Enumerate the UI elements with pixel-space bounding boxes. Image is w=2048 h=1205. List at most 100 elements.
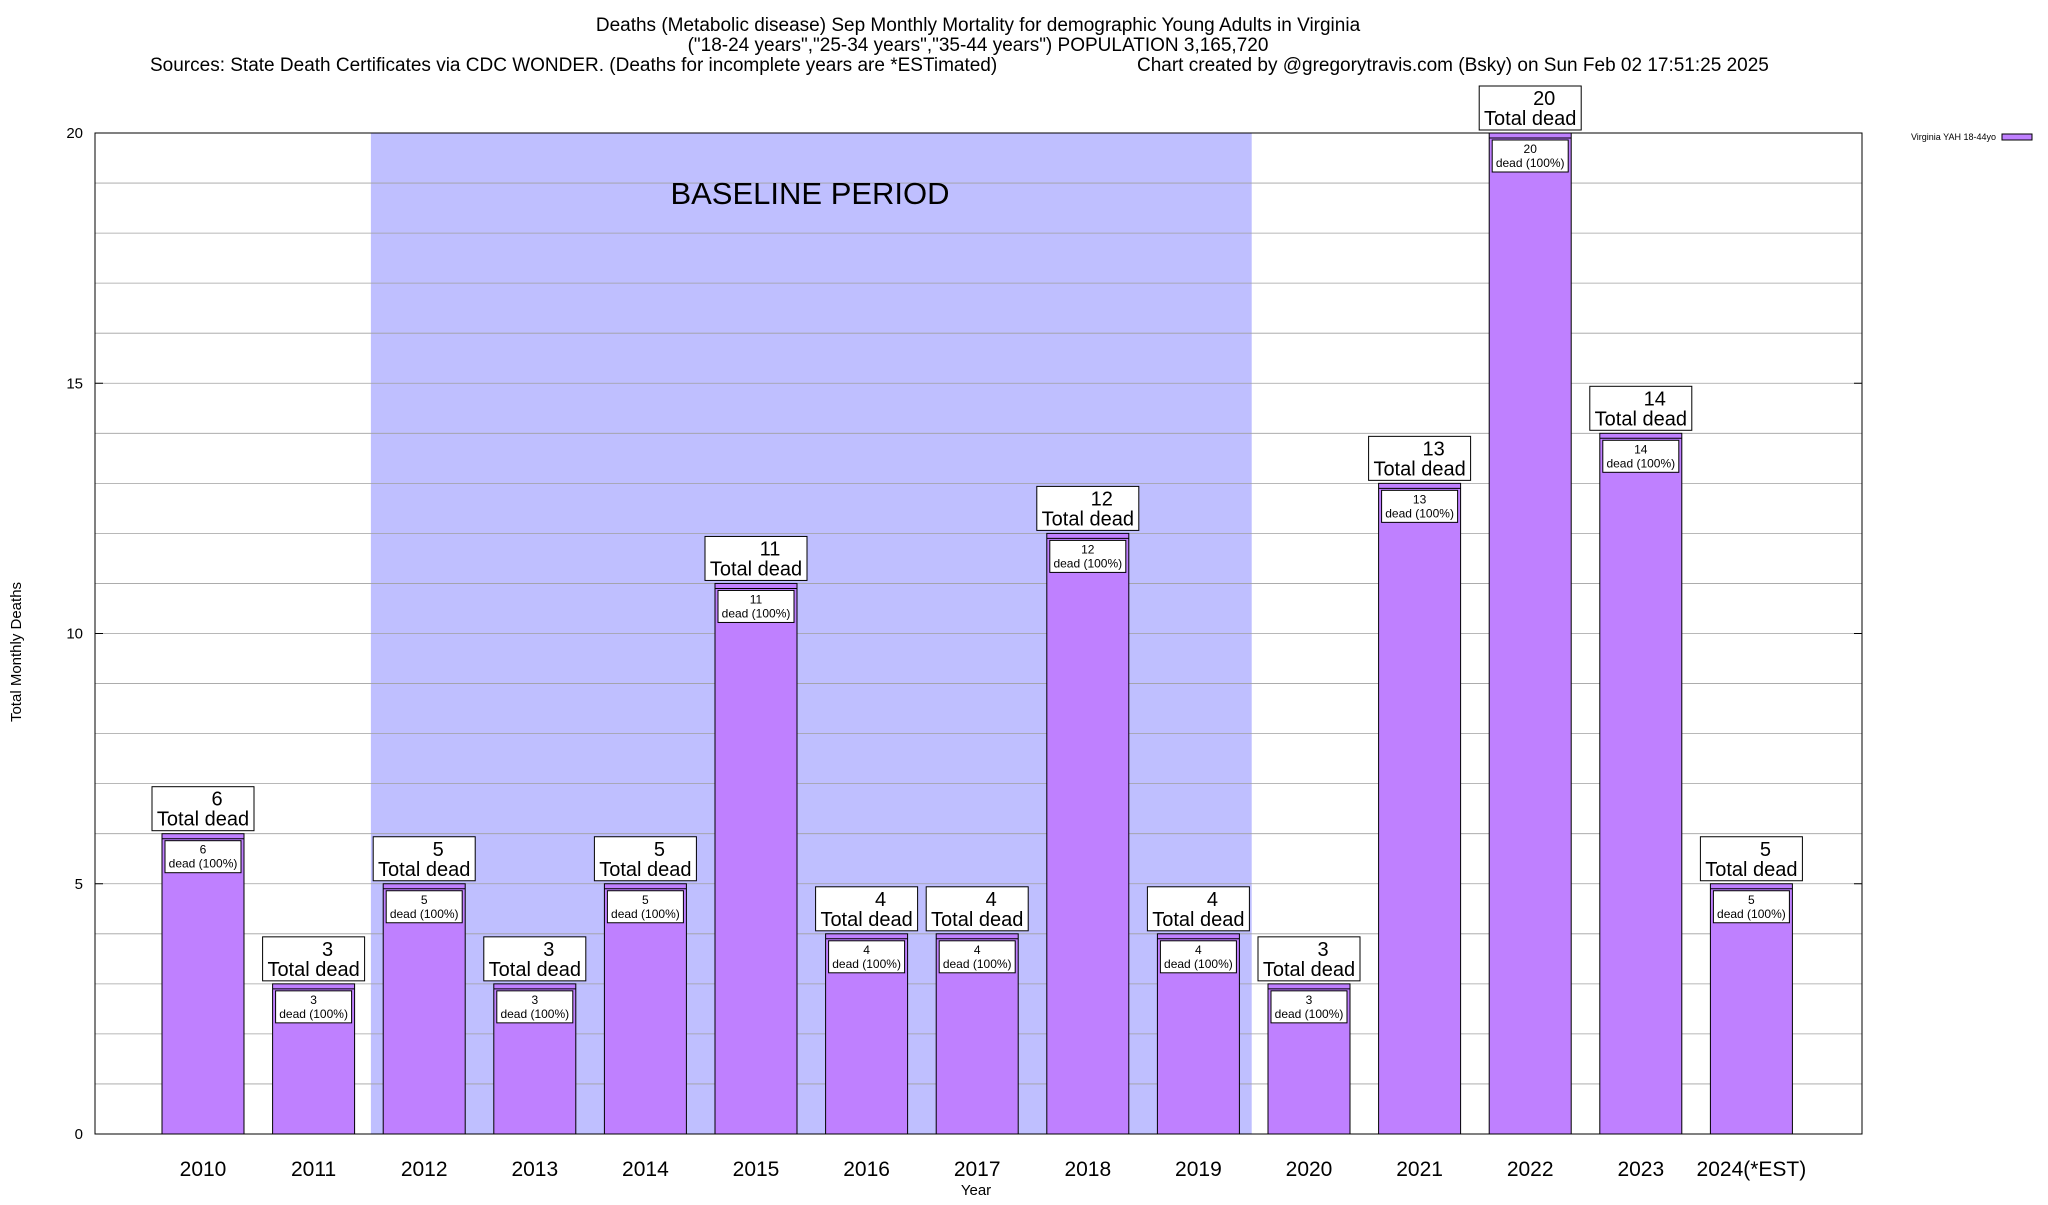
total-value-label: 3 (322, 939, 333, 961)
inner-dead-label: dead (100%) (611, 907, 680, 921)
inner-value-label: 20 (1524, 142, 1538, 156)
total-dead-label: Total dead (267, 959, 359, 981)
total-label-box (372, 836, 476, 882)
total-label-box (1368, 435, 1472, 481)
total-label-box (151, 786, 255, 832)
inner-dead-label: dead (100%) (1606, 456, 1675, 470)
y-tick-label: 5 (75, 876, 83, 893)
inner-value-label: 6 (200, 843, 207, 857)
total-dead-label: Total dead (931, 909, 1023, 931)
total-label-box (593, 836, 697, 882)
x-tick-label: 2014 (622, 1158, 669, 1181)
bar (161, 833, 245, 1135)
inner-label-box (1712, 890, 1790, 924)
inner-dead-label: dead (100%) (390, 907, 459, 921)
inner-label-box (1270, 990, 1348, 1024)
total-value-label: 5 (433, 839, 444, 861)
inner-value-label: 5 (421, 893, 428, 907)
inner-value-label: 5 (642, 893, 649, 907)
inner-dead-label: dead (100%) (1275, 1007, 1344, 1021)
inner-value-label: 3 (310, 993, 317, 1007)
total-label-box (262, 936, 366, 982)
inner-label-box (828, 940, 906, 974)
chart-title-line-1: Deaths (Metabolic disease) Sep Monthly M… (596, 15, 1361, 36)
inner-dead-label: dead (100%) (1053, 556, 1122, 570)
inner-label-box (1159, 940, 1237, 974)
inner-label-box (1491, 139, 1569, 173)
x-tick-label: 2010 (180, 1158, 227, 1181)
x-tick-label: 2024(*EST) (1697, 1158, 1807, 1181)
inner-label-box (1602, 439, 1680, 473)
inner-label-box (496, 990, 574, 1024)
baseline-period-label: BASELINE PERIOD (670, 176, 949, 211)
inner-value-label: 5 (1748, 893, 1755, 907)
inner-value-label: 4 (974, 943, 981, 957)
inner-label-box (717, 589, 795, 623)
inner-dead-label: dead (100%) (832, 957, 901, 971)
legend-swatch (2001, 133, 2033, 141)
inner-value-label: 3 (531, 993, 538, 1007)
bar (1046, 532, 1130, 1135)
inner-label-box (938, 940, 1016, 974)
inner-value-label: 12 (1081, 542, 1095, 556)
bar (382, 883, 466, 1135)
inner-dead-label: dead (100%) (169, 857, 238, 871)
total-value-label: 3 (1317, 939, 1328, 961)
x-tick-label: 2016 (843, 1158, 890, 1181)
total-dead-label: Total dead (157, 809, 249, 831)
inner-dead-label: dead (100%) (500, 1007, 569, 1021)
inner-label-box (275, 990, 353, 1024)
total-dead-label: Total dead (489, 959, 581, 981)
y-tick-label: 20 (66, 125, 83, 142)
inner-value-label: 3 (1306, 993, 1313, 1007)
inner-label-box (606, 890, 684, 924)
total-label-box (925, 886, 1029, 932)
x-tick-label: 2011 (291, 1158, 336, 1181)
total-value-label: 5 (1760, 839, 1771, 861)
inner-dead-label: dead (100%) (1496, 156, 1565, 170)
inner-dead-label: dead (100%) (722, 606, 791, 620)
total-dead-label: Total dead (710, 558, 802, 580)
total-value-label: 4 (875, 889, 886, 911)
total-value-label: 6 (211, 789, 222, 811)
chart-title-line-2: ("18-24 years","25-34 years","35-44 year… (688, 35, 1269, 56)
total-dead-label: Total dead (1152, 909, 1244, 931)
inner-label-box (1381, 489, 1459, 523)
total-dead-label: Total dead (599, 859, 691, 881)
inner-dead-label: dead (100%) (279, 1007, 348, 1021)
bar (1488, 132, 1572, 1135)
total-dead-label: Total dead (1373, 458, 1465, 480)
total-label-box (1257, 936, 1361, 982)
legend-label: Virginia YAH 18-44yo (1911, 132, 1996, 142)
total-label-box (1036, 485, 1140, 531)
inner-value-label: 4 (863, 943, 870, 957)
chart-sources: Sources: State Death Certificates via CD… (150, 55, 997, 76)
total-label-box (1146, 886, 1250, 932)
total-label-box (1699, 836, 1803, 882)
bar (714, 582, 798, 1135)
y-tick-label: 10 (66, 626, 83, 643)
total-value-label: 20 (1533, 88, 1555, 110)
total-label-box (1589, 385, 1693, 431)
total-value-label: 12 (1091, 488, 1113, 510)
x-tick-label: 2020 (1286, 1158, 1333, 1181)
total-label-box (483, 936, 587, 982)
total-label-box (1478, 85, 1582, 131)
bar (603, 883, 687, 1135)
chart-credit: Chart created by @gregorytravis.com (Bsk… (1137, 55, 1769, 76)
total-dead-label: Total dead (1484, 108, 1576, 130)
total-value-label: 3 (543, 939, 554, 961)
total-dead-label: Total dead (378, 859, 470, 881)
x-tick-label: 2022 (1507, 1158, 1554, 1181)
x-tick-label: 2017 (954, 1158, 1001, 1181)
bar (1599, 432, 1683, 1135)
inner-value-label: 11 (750, 592, 763, 606)
x-tick-label: 2019 (1175, 1158, 1222, 1181)
y-tick-label: 0 (75, 1126, 83, 1143)
x-tick-label: 2013 (511, 1158, 558, 1181)
y-axis-label: Total Monthly Deaths (8, 582, 25, 722)
total-dead-label: Total dead (1042, 508, 1134, 530)
total-dead-label: Total dead (1705, 859, 1797, 881)
legend: Virginia YAH 18-44yo (1911, 132, 2033, 142)
